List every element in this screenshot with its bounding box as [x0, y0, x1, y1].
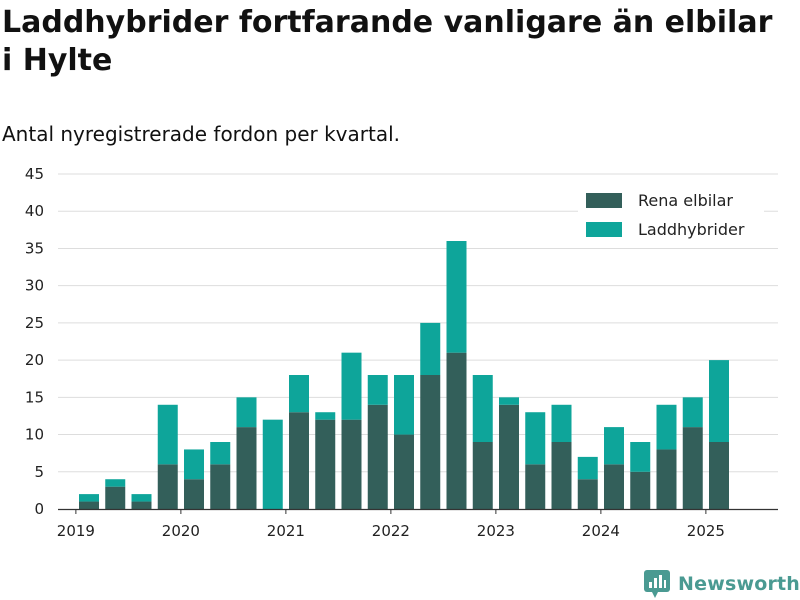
chart-title: Laddhybrider fortfarande vanligare än el… [2, 5, 773, 78]
y-tick-label-30: 30 [25, 277, 44, 295]
bar-laddhybrider-2021-Q4 [367, 375, 388, 405]
newsworthy-logo-icon [644, 570, 670, 598]
bar-rena-elbilar-2021-Q4 [367, 404, 388, 509]
bar-rena-elbilar-2019-Q1 [79, 501, 99, 509]
y-tick-label-45: 45 [25, 165, 44, 183]
x-tick-label-2023: 2023 [477, 522, 515, 540]
bar-laddhybrider-2024-Q3 [656, 404, 677, 450]
bar-laddhybrider-2021-Q3 [341, 352, 362, 420]
bar-rena-elbilar-2019-Q3 [131, 501, 152, 509]
bar-laddhybrider-2023-Q3 [551, 404, 572, 442]
y-tick-label-0: 0 [34, 500, 44, 518]
bar-rena-elbilar-2024-Q4 [682, 427, 703, 509]
bar-rena-elbilar-2023-Q1 [499, 404, 519, 509]
y-tick-label-40: 40 [25, 202, 44, 220]
bar-laddhybrider-2020-Q4 [262, 419, 283, 509]
bar-rena-elbilar-2020-Q1 [184, 479, 204, 509]
bar-laddhybrider-2020-Q3 [236, 397, 257, 428]
bar-rena-elbilar-2022-Q2 [420, 375, 441, 509]
bar-rena-elbilar-2023-Q4 [577, 479, 598, 509]
legend-swatch-rena-elbilar [586, 193, 622, 208]
bar-laddhybrider-2023-Q4 [577, 456, 598, 480]
bar-laddhybrider-2024-Q2 [630, 442, 651, 472]
chart-subtitle: Antal nyregistrerade fordon per kvartal. [2, 122, 401, 146]
x-tick-label-2022: 2022 [372, 522, 410, 540]
bar-rena-elbilar-2022-Q4 [472, 442, 493, 509]
bar-laddhybrider-2022-Q1 [394, 375, 414, 435]
bar-laddhybrider-2020-Q1 [184, 449, 204, 480]
bar-rena-elbilar-2024-Q2 [630, 471, 651, 509]
bar-rena-elbilar-2021-Q1 [289, 412, 309, 509]
bar-laddhybrider-2021-Q2 [315, 412, 336, 420]
bar-laddhybrider-2022-Q4 [472, 375, 493, 442]
bar-rena-elbilar-2020-Q3 [236, 427, 257, 509]
brand-logo: Newsworthy [644, 569, 800, 599]
bar-laddhybrider-2024-Q1 [604, 427, 624, 465]
y-tick-label-35: 35 [25, 239, 44, 257]
bar-rena-elbilar-2019-Q4 [157, 464, 178, 509]
x-tick-label-2020: 2020 [162, 522, 200, 540]
bar-rena-elbilar-2024-Q3 [656, 449, 677, 509]
bar-laddhybrider-2022-Q3 [446, 241, 467, 353]
y-axis-ticks: 0 5 10 15 20 25 30 35 40 45 [25, 165, 44, 518]
brand-name: Newsworthy [678, 573, 800, 595]
bar-rena-elbilar-2022-Q3 [446, 352, 467, 509]
bar-rena-elbilar-2020-Q2 [210, 464, 231, 509]
y-tick-label-10: 10 [25, 426, 44, 444]
bar-rena-elbilar-2021-Q3 [341, 419, 362, 509]
bar-laddhybrider-2023-Q2 [525, 412, 546, 465]
bar-laddhybrider-2022-Q2 [420, 322, 441, 375]
x-axis-ticks: 2019 2020 2021 2022 2023 2024 2025 [57, 509, 725, 540]
bar-rena-elbilar-2025-Q1 [709, 442, 729, 509]
bar-rena-elbilar-2022-Q1 [394, 434, 414, 509]
bar-laddhybrider-2024-Q4 [682, 397, 703, 428]
legend-swatch-laddhybrider [586, 222, 622, 237]
legend-label-laddhybrider: Laddhybrider [638, 220, 745, 239]
bar-laddhybrider-2019-Q4 [157, 404, 178, 465]
legend-label-rena-elbilar: Rena elbilar [638, 191, 733, 210]
y-tick-label-20: 20 [25, 351, 44, 369]
y-tick-label-5: 5 [34, 463, 44, 481]
bar-rena-elbilar-2019-Q2 [105, 486, 126, 509]
bar-laddhybrider-2020-Q2 [210, 442, 231, 465]
bar-rena-elbilar-2021-Q2 [315, 419, 336, 509]
bars [79, 241, 729, 509]
x-tick-label-2024: 2024 [582, 522, 620, 540]
bar-rena-elbilar-2024-Q1 [604, 464, 624, 509]
y-tick-label-25: 25 [25, 314, 44, 332]
x-tick-label-2021: 2021 [267, 522, 305, 540]
y-tick-label-15: 15 [25, 388, 44, 406]
bar-laddhybrider-2025-Q1 [709, 360, 729, 442]
bar-rena-elbilar-2023-Q3 [551, 442, 572, 509]
bar-rena-elbilar-2023-Q2 [525, 464, 546, 509]
bar-laddhybrider-2019-Q2 [105, 479, 126, 487]
bar-laddhybrider-2021-Q1 [289, 375, 309, 413]
x-tick-label-2019: 2019 [57, 522, 95, 540]
bar-laddhybrider-2023-Q1 [499, 397, 519, 405]
legend: Rena elbilar Laddhybrider [578, 186, 764, 246]
bar-laddhybrider-2019-Q1 [79, 494, 99, 502]
x-tick-label-2025: 2025 [687, 522, 725, 540]
bar-laddhybrider-2019-Q3 [131, 494, 152, 502]
